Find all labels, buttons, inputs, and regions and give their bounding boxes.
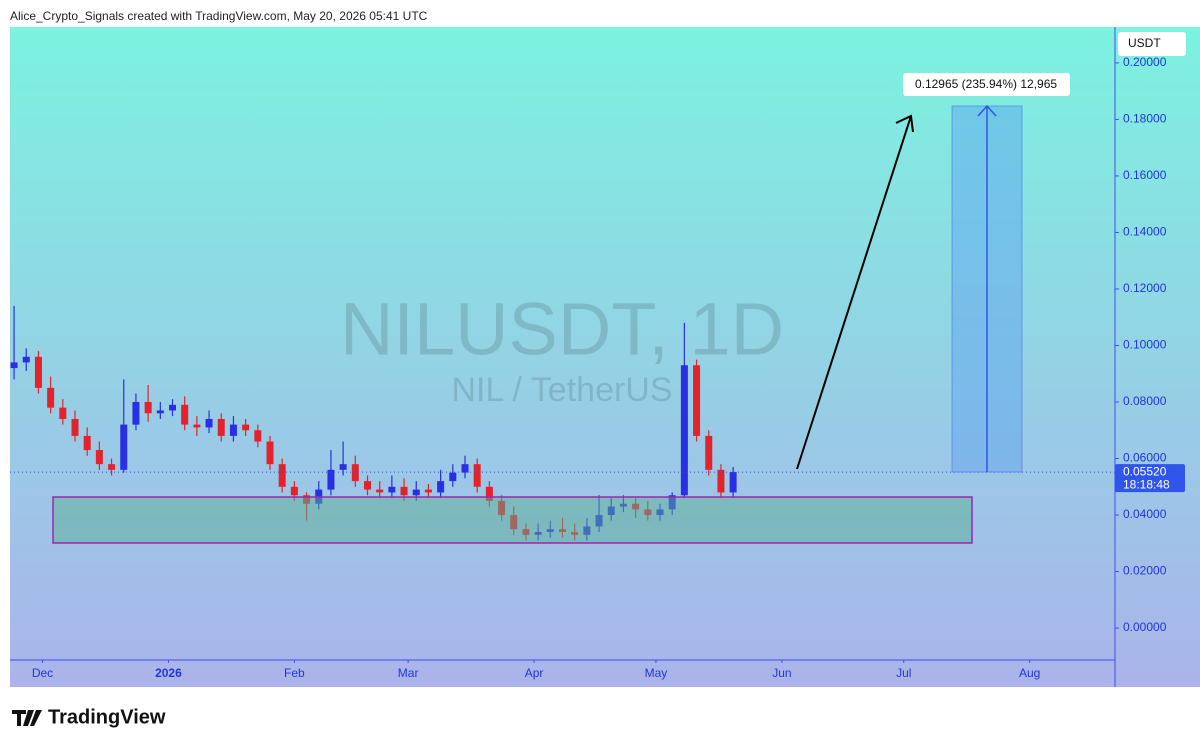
candle-body [205,418,213,428]
x-tick-label: Mar [398,666,419,680]
y-tick-label: 0.14000 [1123,225,1167,239]
candle-body [717,469,725,493]
currency-box[interactable] [1118,32,1186,56]
candle-body [729,472,737,493]
candle-body [156,410,164,414]
candle-body [266,441,274,465]
candle-body [34,356,42,388]
currency: USDT [1128,36,1161,50]
candle-body [680,365,688,496]
candle-body [437,481,445,493]
candle-body [83,435,91,451]
footer: TradingView [12,706,166,728]
candle-body [169,404,176,411]
projection-arrowhead [977,104,997,117]
candle-body [132,401,140,425]
candle-body [376,489,384,493]
candle-body [95,450,103,465]
chart-background [10,27,1200,687]
x-tick-label: 2026 [155,666,182,680]
candle-body [449,472,457,482]
candle-body [10,362,18,369]
brand: TradingView [48,706,166,728]
candle-body [400,486,408,496]
measure-label: 0.12965 (235.94%) 12,965 [915,77,1057,91]
x-tick-label: Apr [525,666,544,680]
candle-body [290,486,298,496]
candle-body [71,418,79,436]
candle-body [108,464,116,470]
candle-body [424,489,432,493]
x-tick-label: May [645,666,668,680]
candle-body [193,424,201,428]
candle-body [693,365,701,436]
candle-body [364,481,371,490]
candle-body [229,424,237,436]
candle-body [278,464,286,487]
y-tick-label: 0.04000 [1123,507,1167,521]
measure-label-box [903,73,1070,96]
y-tick-label: 0.12000 [1123,281,1167,295]
drawings: 0.12965 (235.94%) 12,965 [52,73,1070,544]
attribution: Alice_Crypto_Signals created with Tradin… [10,9,428,23]
arrow[interactable] [796,115,912,470]
countdown: 18:18:48 [1123,477,1170,491]
candle-body [705,435,713,470]
y-tick-label: 0.06000 [1123,451,1167,465]
candle-body [254,430,262,442]
candle-body [388,486,396,493]
candle-body [22,356,30,363]
watermark-description: NIL / TetherUS [451,371,672,409]
y-tick-label: 0.00000 [1123,620,1167,634]
x-tick-label: Feb [284,666,305,680]
candle-body [412,489,420,496]
candle-body [327,469,335,490]
candle-body [47,387,55,408]
x-tick-label: Jun [772,666,791,680]
y-tick-label: 0.16000 [1123,168,1167,182]
brand-logo [12,710,42,726]
candle-body [120,424,128,470]
y-tick-label: 0.18000 [1123,112,1167,126]
x-tick-label: Jul [896,666,911,680]
watermark-symbol: NILUSDT, 1D [340,288,784,371]
y-tick-label: 0.08000 [1123,394,1167,408]
candle-body [144,401,152,414]
y-tick-label: 0.10000 [1123,338,1167,352]
candle-body [339,464,347,470]
candle-body [473,464,481,487]
candle-body [217,418,225,436]
last-price-tag [1115,464,1185,493]
candle-body [181,404,189,425]
arrowhead [895,114,914,133]
candle-body [59,407,67,419]
candle-body [351,464,359,482]
candle-body [485,486,493,501]
last-price-label: 0.05520 [1123,464,1167,478]
y-tick-label: 0.02000 [1123,564,1167,578]
candle-body [242,424,250,431]
x-tick-label: Dec [32,666,53,680]
x-tick-label: Aug [1019,666,1040,680]
y-tick-label: 0.20000 [1123,55,1167,69]
support-zone[interactable] [52,496,973,544]
candle-body [461,464,469,473]
